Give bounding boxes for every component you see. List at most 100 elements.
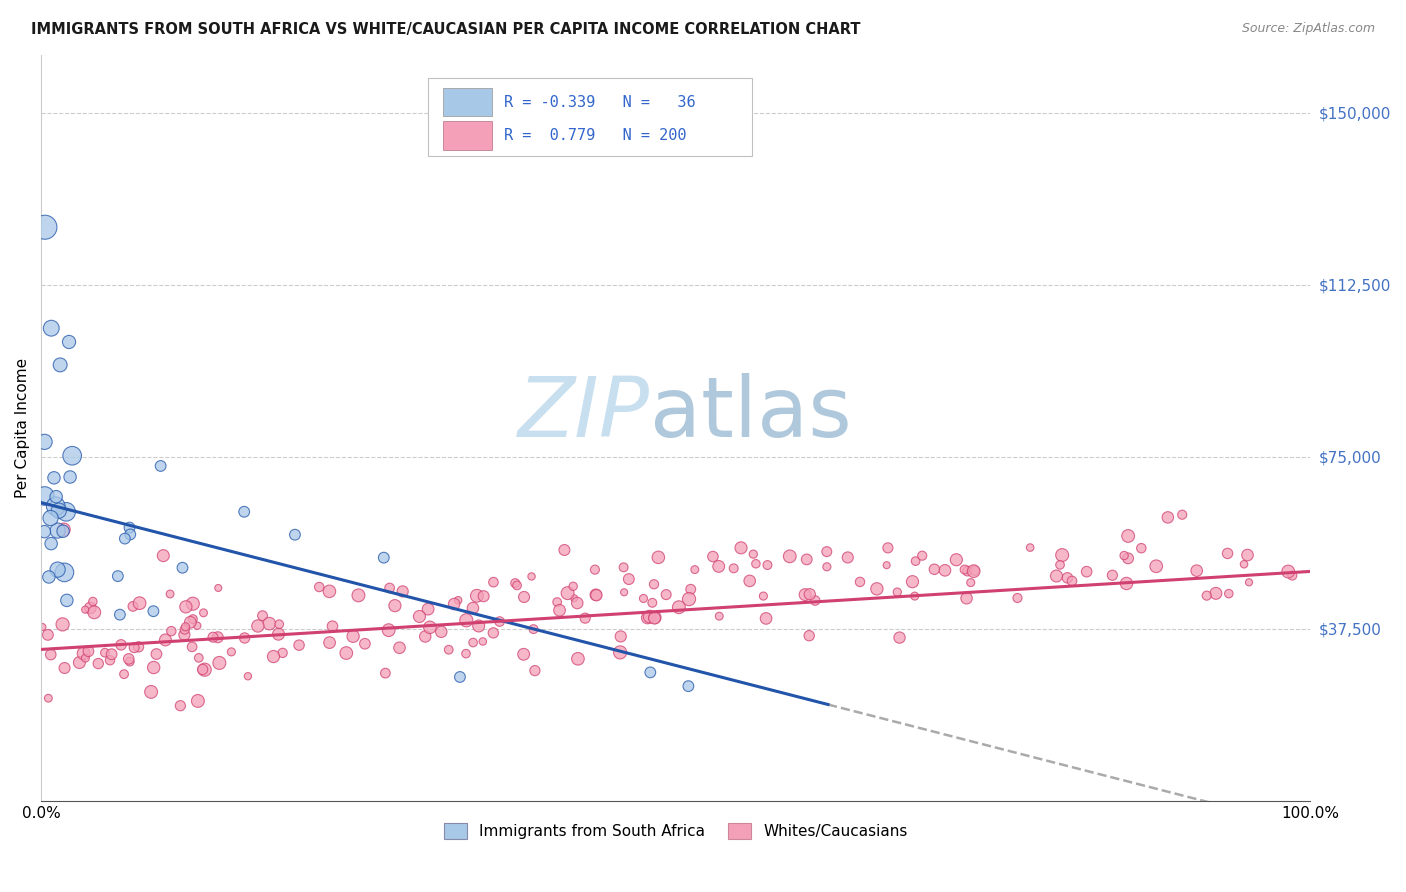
Point (52, 617, 75, 632)
Point (723, 561, 745, 575)
Point (39, 536, 62, 550)
Point (128, 640, 150, 654)
Point (945, 553, 967, 567)
Point (408, 609, 430, 624)
Point (1019, 541, 1042, 555)
Point (107, 569, 129, 583)
Point (373, 550, 395, 565)
Point (1216, 546, 1239, 560)
Point (520, 569, 543, 583)
Point (112, 667, 135, 681)
Point (267, 627, 290, 641)
Point (31, 620, 53, 634)
Point (745, 557, 768, 571)
Point (59, 470, 82, 484)
Point (173, 623, 195, 637)
Point (347, 588, 370, 602)
Point (39, 511, 62, 525)
Point (100, 647, 122, 661)
Text: Source: ZipAtlas.com: Source: ZipAtlas.com (1241, 22, 1375, 36)
Point (583, 563, 606, 577)
Point (755, 611, 778, 625)
Point (187, 694, 209, 708)
Text: IMMIGRANTS FROM SOUTH AFRICA VS WHITE/CAUCASIAN PER CAPITA INCOME CORRELATION CH: IMMIGRANTS FROM SOUTH AFRICA VS WHITE/CA… (31, 22, 860, 37)
Point (553, 543, 575, 558)
Point (259, 616, 281, 631)
Point (181, 612, 204, 626)
Point (128, 596, 150, 610)
Point (335, 646, 357, 660)
Point (512, 647, 534, 661)
Point (342, 629, 364, 643)
Point (934, 563, 956, 577)
Point (233, 505, 256, 519)
Point (122, 599, 145, 614)
Point (506, 578, 529, 592)
Point (1116, 529, 1139, 543)
Point (613, 560, 636, 574)
Point (208, 656, 231, 670)
Point (756, 558, 779, 572)
Point (53, 566, 76, 580)
Point (378, 581, 401, 595)
Point (67, 656, 90, 670)
Point (318, 635, 340, 649)
Point (1115, 576, 1137, 591)
Point (169, 698, 191, 713)
Point (354, 637, 377, 651)
Point (548, 603, 571, 617)
Point (815, 559, 838, 574)
Text: atlas: atlas (651, 373, 852, 454)
Point (482, 575, 505, 590)
Point (585, 588, 607, 602)
Point (562, 579, 585, 593)
Point (633, 591, 655, 606)
Point (308, 580, 330, 594)
Point (738, 574, 761, 588)
Point (53, 661, 76, 675)
Point (94, 646, 117, 660)
Point (388, 640, 411, 655)
Point (1195, 589, 1218, 603)
Point (449, 670, 471, 684)
Point (877, 541, 900, 555)
Point (454, 647, 477, 661)
Point (956, 564, 979, 578)
Point (384, 599, 406, 613)
Point (1218, 587, 1240, 601)
Point (730, 541, 752, 555)
Text: R =  0.779   N = 200: R = 0.779 N = 200 (505, 128, 688, 144)
Point (1157, 510, 1180, 524)
Point (52, 524, 75, 539)
Point (122, 640, 145, 655)
Point (1076, 565, 1098, 579)
Point (45, 500, 67, 514)
Point (1049, 558, 1071, 572)
Point (118, 652, 141, 666)
Point (98, 653, 121, 667)
Point (174, 620, 197, 634)
Y-axis label: Per Capita Income: Per Capita Income (15, 358, 30, 498)
Point (79, 601, 101, 615)
Point (52, 523, 75, 537)
Point (613, 585, 636, 599)
Point (1060, 574, 1083, 588)
Point (849, 574, 872, 589)
Point (796, 552, 818, 566)
Point (1185, 564, 1208, 578)
Point (461, 601, 484, 615)
Point (1233, 558, 1256, 572)
Point (465, 589, 488, 603)
Point (522, 622, 544, 636)
Point (186, 618, 208, 632)
Point (963, 564, 986, 578)
Text: ZIP: ZIP (519, 373, 651, 454)
Point (1171, 508, 1194, 522)
Bar (443, 87, 492, 116)
Point (271, 646, 294, 660)
Point (179, 615, 201, 630)
Point (49, 358, 72, 372)
Point (82, 594, 104, 608)
Point (546, 595, 568, 609)
Point (152, 549, 174, 563)
